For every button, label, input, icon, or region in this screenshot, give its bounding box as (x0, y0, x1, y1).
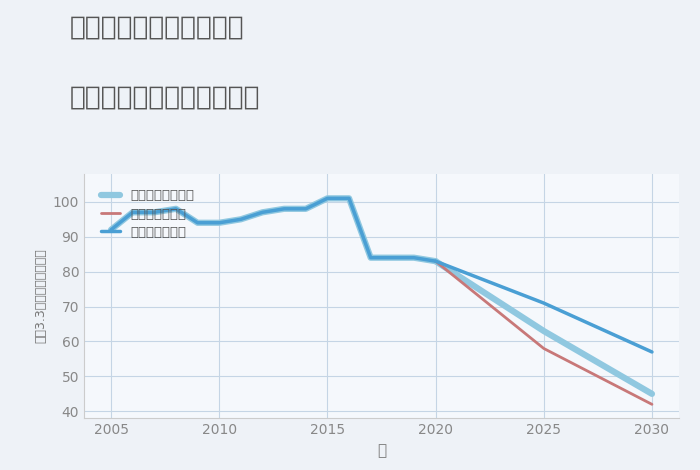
グッドシナリオ (648, 349, 656, 355)
バッドシナリオ (540, 345, 548, 351)
バッドシナリオ (648, 401, 656, 407)
Line: ノーマルシナリオ: ノーマルシナリオ (435, 261, 652, 394)
ノーマルシナリオ (540, 328, 548, 334)
グッドシナリオ (431, 258, 440, 264)
Text: 三重県松阪市東久保町の: 三重県松阪市東久保町の (70, 14, 244, 40)
グッドシナリオ (540, 300, 548, 306)
Y-axis label: 坪（3.3㎡）単価（万円）: 坪（3.3㎡）単価（万円） (34, 249, 47, 344)
Legend: ノーマルシナリオ, バッドシナリオ, グッドシナリオ: ノーマルシナリオ, バッドシナリオ, グッドシナリオ (97, 185, 199, 243)
Line: グッドシナリオ: グッドシナリオ (435, 261, 652, 352)
X-axis label: 年: 年 (377, 443, 386, 458)
Line: バッドシナリオ: バッドシナリオ (435, 261, 652, 404)
Text: 中古マンションの価格推移: 中古マンションの価格推移 (70, 85, 260, 110)
ノーマルシナリオ (648, 391, 656, 397)
バッドシナリオ (431, 258, 440, 264)
ノーマルシナリオ (431, 258, 440, 264)
